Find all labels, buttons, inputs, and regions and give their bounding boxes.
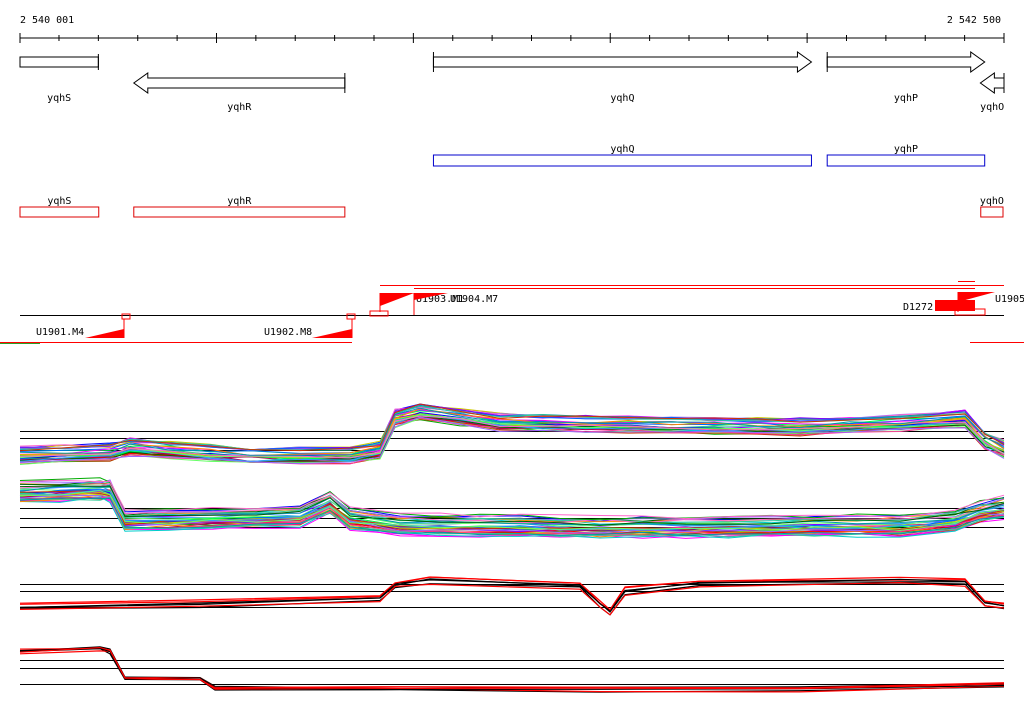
promoter-label: D1272 — [903, 302, 933, 313]
gene-label: yqhR — [227, 102, 252, 113]
promoter-track: U1901.M4 U1902.M8 U1903.M1 U1904.M7 — [0, 281, 1024, 344]
expression-trace — [19, 578, 1005, 612]
expression-trace — [19, 582, 1005, 616]
transcript-feature-track: yqhS yqhR yqhO — [19, 196, 1004, 218]
promoter-u1903[interactable]: U1903.M1 — [369, 293, 464, 317]
expression-trace — [19, 647, 1005, 690]
promoter-u1902[interactable]: U1902.M8 — [264, 313, 356, 338]
transcript-label: yqhO — [980, 196, 1004, 207]
gene-label: yqhP — [894, 93, 918, 104]
expression-panel-2 — [19, 477, 1005, 539]
promoter-u1904[interactable]: U1904.M7 — [413, 293, 498, 315]
promoter-triangle — [380, 293, 414, 306]
gene-arrow — [979, 72, 1005, 94]
gene-label: yqhO — [980, 102, 1004, 113]
operon-feature-track: yqhQ yqhP — [432, 144, 986, 167]
expression-trace — [19, 479, 1005, 520]
promoter-site-marker — [346, 313, 356, 320]
expression-trace — [19, 483, 1005, 524]
ruler-start-label: 2 540 001 — [20, 15, 74, 26]
expression-trace — [19, 497, 1005, 537]
promoter-site-marker — [121, 313, 131, 320]
expression-panels — [19, 403, 1005, 693]
expression-trace — [19, 646, 1005, 690]
expression-panel-4 — [19, 646, 1005, 693]
gene-arrow — [826, 51, 986, 73]
operon-label: yqhP — [894, 144, 918, 155]
expression-trace — [19, 407, 1005, 456]
promoter-label: U1903.M1 — [416, 294, 464, 305]
promoter-block — [935, 300, 975, 311]
promoter-triangle — [85, 329, 124, 338]
promoter-triangle — [312, 329, 352, 338]
operon-label: yqhQ — [610, 144, 634, 155]
expression-trace — [19, 416, 1005, 465]
gene-arrow — [19, 56, 99, 68]
ruler-end-label: 2 542 500 — [947, 15, 1001, 26]
expression-trace — [19, 576, 1005, 611]
ruler-ticks — [19, 33, 1005, 43]
operon-box — [432, 154, 812, 167]
promoter-label: U1904.M7 — [450, 294, 498, 305]
expression-panel-3 — [19, 576, 1005, 616]
expression-trace — [19, 409, 1005, 457]
gene-arrow — [132, 72, 346, 94]
promoter-site-marker — [369, 310, 389, 317]
coordinate-ruler: 2 540 001 2 542 500 — [19, 15, 1005, 43]
transcript-label: yqhR — [227, 196, 252, 207]
expression-trace — [19, 496, 1005, 538]
promoter-label: U1901.M4 — [36, 327, 84, 338]
expression-trace — [19, 496, 1005, 539]
promoter-d1272[interactable]: D1272 — [903, 300, 986, 316]
operon-box — [826, 154, 986, 167]
promoter-label: U1902.M8 — [264, 327, 312, 338]
gene-annotation-track: yqhS yqhR yqhQ yqhP yqhO — [19, 51, 1005, 113]
expression-trace — [19, 408, 1005, 457]
expression-panel-1 — [19, 403, 1005, 465]
expression-trace — [19, 581, 1005, 616]
promoter-site-marker — [954, 308, 986, 316]
transcript-label: yqhS — [47, 196, 71, 207]
gene-label: yqhS — [47, 93, 71, 104]
transcript-box — [133, 206, 346, 218]
promoter-label: U1905 — [995, 294, 1024, 305]
expression-trace — [19, 485, 1005, 526]
promoter-triangle — [414, 293, 448, 300]
expression-trace — [19, 415, 1005, 459]
promoter-extents — [0, 281, 1024, 344]
promoter-u1905[interactable]: U1905 — [957, 292, 1024, 312]
transcript-box — [19, 206, 100, 218]
expression-trace — [19, 403, 1005, 452]
promoter-u1901[interactable]: U1901.M4 — [36, 313, 131, 338]
gene-arrow — [432, 51, 813, 73]
transcript-box — [980, 206, 1004, 218]
promoter-triangle — [958, 292, 995, 302]
expression-trace — [19, 494, 1005, 534]
gene-label: yqhQ — [610, 93, 634, 104]
expression-trace — [19, 646, 1005, 690]
expression-trace — [19, 490, 1005, 532]
